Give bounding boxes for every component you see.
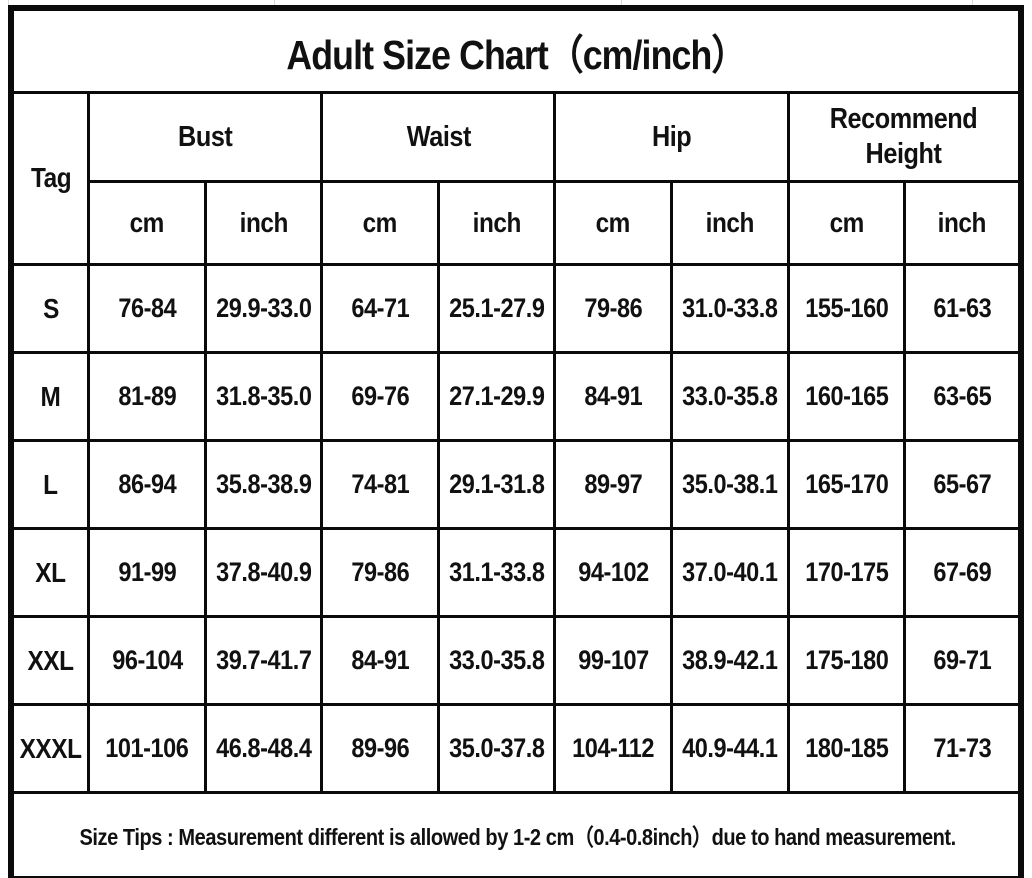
size-tips: Size Tips : Measurement different is all… xyxy=(9,791,1023,878)
cell-tag: XXL xyxy=(9,615,91,706)
size-row-xl: XL 91-99 37.8-40.9 79-86 31.1-33.8 94-10… xyxy=(9,527,1023,618)
cell-hip-cm: 94-102 xyxy=(553,527,673,618)
cell-bust-inch: 39.7-41.7 xyxy=(203,615,324,706)
size-row-xxl: XXL 96-104 39.7-41.7 84-91 33.0-35.8 99-… xyxy=(9,615,1023,706)
background-gridline xyxy=(972,0,973,6)
unit-header-height-inch: inch xyxy=(903,180,1023,266)
cell-bust-cm: 91-99 xyxy=(87,527,207,618)
cell-hip-inch: 37.0-40.1 xyxy=(670,527,790,618)
cell-height-cm: 180-185 xyxy=(786,703,907,794)
cell-height-inch: 71-73 xyxy=(903,703,1023,794)
cell-waist-cm: 89-96 xyxy=(320,703,440,794)
cell-hip-inch: 33.0-35.8 xyxy=(670,351,790,442)
unit-header-height-cm: cm xyxy=(786,180,907,266)
column-group-recommend-height: Recommend Height xyxy=(786,91,1023,183)
cell-height-inch: 67-69 xyxy=(903,527,1023,618)
unit-header-waist-inch: inch xyxy=(436,180,557,266)
cell-height-inch: 69-71 xyxy=(903,615,1023,706)
background-gridline xyxy=(274,0,275,6)
cell-bust-cm: 81-89 xyxy=(87,351,207,442)
cell-bust-cm: 96-104 xyxy=(87,615,207,706)
cell-bust-inch: 37.8-40.9 xyxy=(203,527,324,618)
cell-height-cm: 160-165 xyxy=(786,351,907,442)
cell-waist-inch: 27.1-29.9 xyxy=(436,351,557,442)
cell-waist-cm: 64-71 xyxy=(320,263,440,354)
background-gridline xyxy=(8,0,9,6)
cell-bust-inch: 29.9-33.0 xyxy=(203,263,324,354)
size-row-s: S 76-84 29.9-33.0 64-71 25.1-27.9 79-86 … xyxy=(9,263,1023,354)
cell-bust-inch: 46.8-48.4 xyxy=(203,703,324,794)
cell-hip-inch: 38.9-42.1 xyxy=(670,615,790,706)
background-gridline xyxy=(621,0,622,6)
cell-waist-cm: 74-81 xyxy=(320,439,440,530)
page-title-text: Adult Size Chart（cm/inch） xyxy=(286,32,747,78)
unit-header-waist-cm: cm xyxy=(320,180,440,266)
cell-height-cm: 155-160 xyxy=(786,263,907,354)
cell-height-inch: 63-65 xyxy=(903,351,1023,442)
size-row-l: L 86-94 35.8-38.9 74-81 29.1-31.8 89-97 … xyxy=(9,439,1023,530)
cell-hip-inch: 31.0-33.8 xyxy=(670,263,790,354)
cell-hip-cm: 84-91 xyxy=(553,351,673,442)
unit-header-hip-cm: cm xyxy=(553,180,673,266)
cell-waist-inch: 33.0-35.8 xyxy=(436,615,557,706)
cell-tag: S xyxy=(9,263,91,354)
cell-waist-cm: 69-76 xyxy=(320,351,440,442)
cell-bust-cm: 76-84 xyxy=(87,263,207,354)
cell-waist-inch: 35.0-37.8 xyxy=(436,703,557,794)
page-title: Adult Size Chart（cm/inch） xyxy=(9,6,1023,94)
cell-hip-inch: 40.9-44.1 xyxy=(670,703,790,794)
cell-waist-cm: 79-86 xyxy=(320,527,440,618)
cell-tag: L xyxy=(9,439,91,530)
cell-waist-inch: 29.1-31.8 xyxy=(436,439,557,530)
cell-tag: XL xyxy=(9,527,91,618)
cell-height-inch: 65-67 xyxy=(903,439,1023,530)
unit-header-bust-inch: inch xyxy=(203,180,324,266)
cell-waist-cm: 84-91 xyxy=(320,615,440,706)
column-header-tag: Tag xyxy=(9,91,91,266)
column-group-hip: Hip xyxy=(553,91,790,183)
column-group-bust: Bust xyxy=(87,91,324,183)
cell-bust-inch: 35.8-38.9 xyxy=(203,439,324,530)
cell-hip-inch: 35.0-38.1 xyxy=(670,439,790,530)
cell-height-inch: 61-63 xyxy=(903,263,1023,354)
cell-bust-cm: 101-106 xyxy=(87,703,207,794)
unit-header-bust-cm: cm xyxy=(87,180,207,266)
cell-height-cm: 175-180 xyxy=(786,615,907,706)
cell-waist-inch: 31.1-33.8 xyxy=(436,527,557,618)
cell-bust-cm: 86-94 xyxy=(87,439,207,530)
cell-hip-cm: 89-97 xyxy=(553,439,673,530)
size-row-xxxl: XXXL 101-106 46.8-48.4 89-96 35.0-37.8 1… xyxy=(9,703,1023,794)
cell-tag: M xyxy=(9,351,91,442)
cell-hip-cm: 99-107 xyxy=(553,615,673,706)
cell-waist-inch: 25.1-27.9 xyxy=(436,263,557,354)
cell-height-cm: 170-175 xyxy=(786,527,907,618)
cell-bust-inch: 31.8-35.0 xyxy=(203,351,324,442)
column-group-waist: Waist xyxy=(320,91,557,183)
cell-hip-cm: 104-112 xyxy=(553,703,673,794)
cell-height-cm: 165-170 xyxy=(786,439,907,530)
cell-tag: XXXL xyxy=(9,703,91,794)
size-row-m: M 81-89 31.8-35.0 69-76 27.1-29.9 84-91 … xyxy=(9,351,1023,442)
unit-header-hip-inch: inch xyxy=(670,180,790,266)
cell-hip-cm: 79-86 xyxy=(553,263,673,354)
size-chart-table: Adult Size Chart（cm/inch） Tag Bust Waist… xyxy=(8,5,1024,878)
size-tips-text: Size Tips : Measurement different is all… xyxy=(79,824,956,850)
